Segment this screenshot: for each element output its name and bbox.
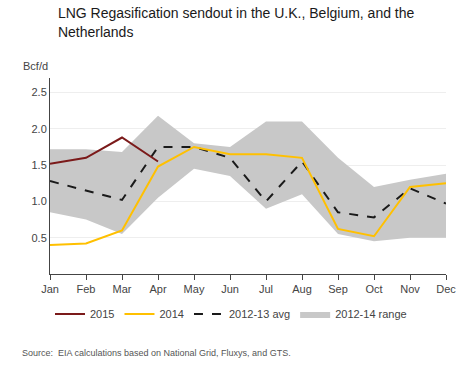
svg-text:1.0: 1.0: [32, 195, 47, 207]
svg-text:Apr: Apr: [149, 283, 166, 295]
svg-text:Jun: Jun: [221, 283, 239, 295]
svg-text:Sep: Sep: [328, 283, 348, 295]
svg-text:2014: 2014: [159, 308, 183, 320]
svg-text:Feb: Feb: [77, 283, 96, 295]
svg-text:Mar: Mar: [113, 283, 132, 295]
svg-text:2012-14 range: 2012-14 range: [335, 308, 407, 320]
svg-text:2012-13 avg: 2012-13 avg: [229, 308, 290, 320]
svg-text:0.5: 0.5: [32, 232, 47, 244]
svg-text:Source: EIA calculations base: Source: EIA calculations based on Nation…: [22, 348, 291, 358]
svg-text:Bcf/d: Bcf/d: [23, 60, 48, 72]
svg-text:2.5: 2.5: [32, 86, 47, 98]
svg-text:Dec: Dec: [436, 283, 456, 295]
svg-text:May: May: [184, 283, 205, 295]
svg-text:Jan: Jan: [41, 283, 59, 295]
svg-text:Jul: Jul: [259, 283, 273, 295]
svg-text:LNG Regasification sendout in: LNG Regasification sendout in the U.K., …: [58, 5, 415, 39]
svg-text:Aug: Aug: [292, 283, 312, 295]
svg-text:Nov: Nov: [400, 283, 420, 295]
svg-text:Oct: Oct: [365, 283, 382, 295]
svg-text:1.5: 1.5: [32, 159, 47, 171]
svg-text:2.0: 2.0: [32, 123, 47, 135]
svg-text:2015: 2015: [90, 308, 114, 320]
